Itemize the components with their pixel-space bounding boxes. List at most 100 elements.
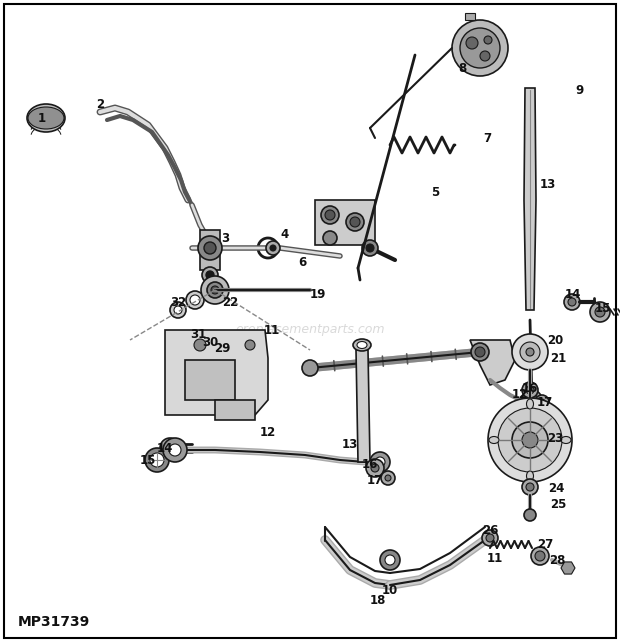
Circle shape xyxy=(170,302,186,318)
Text: 16: 16 xyxy=(522,381,538,394)
Circle shape xyxy=(371,464,379,472)
Circle shape xyxy=(145,448,169,472)
Text: 1: 1 xyxy=(38,112,46,125)
Circle shape xyxy=(482,530,498,546)
Circle shape xyxy=(169,444,181,456)
Text: 11: 11 xyxy=(264,324,280,336)
Text: 12: 12 xyxy=(512,388,528,401)
Circle shape xyxy=(590,302,610,322)
Circle shape xyxy=(526,386,534,394)
Circle shape xyxy=(522,432,538,448)
Text: 24: 24 xyxy=(548,482,564,494)
Circle shape xyxy=(206,271,214,279)
Text: 9: 9 xyxy=(576,83,584,96)
Text: 30: 30 xyxy=(202,336,218,349)
Polygon shape xyxy=(465,13,475,20)
Circle shape xyxy=(385,475,391,481)
Ellipse shape xyxy=(353,339,371,351)
Circle shape xyxy=(595,307,605,317)
Circle shape xyxy=(198,236,222,260)
Circle shape xyxy=(323,231,337,245)
Circle shape xyxy=(520,342,540,362)
Ellipse shape xyxy=(526,471,533,481)
Circle shape xyxy=(202,267,218,283)
Circle shape xyxy=(498,408,562,472)
Text: 20: 20 xyxy=(547,333,563,347)
Circle shape xyxy=(270,245,276,251)
Text: 19: 19 xyxy=(310,288,326,300)
Polygon shape xyxy=(165,330,268,415)
Circle shape xyxy=(535,551,545,561)
Circle shape xyxy=(380,550,400,570)
Circle shape xyxy=(531,547,549,565)
Circle shape xyxy=(325,210,335,220)
Text: 17: 17 xyxy=(367,474,383,487)
Polygon shape xyxy=(315,200,375,245)
Text: MP31739: MP31739 xyxy=(18,615,91,629)
Text: 21: 21 xyxy=(550,352,566,365)
Circle shape xyxy=(460,28,500,68)
Circle shape xyxy=(488,398,572,482)
Ellipse shape xyxy=(526,399,533,409)
Circle shape xyxy=(466,37,478,49)
Circle shape xyxy=(150,453,164,467)
Circle shape xyxy=(201,276,229,304)
Circle shape xyxy=(522,390,542,410)
Text: 2: 2 xyxy=(96,98,104,112)
Circle shape xyxy=(366,244,374,252)
Circle shape xyxy=(512,334,548,370)
Text: 15: 15 xyxy=(140,453,156,467)
Circle shape xyxy=(186,291,204,309)
Text: 22: 22 xyxy=(222,295,238,309)
Text: 3: 3 xyxy=(221,232,229,245)
Circle shape xyxy=(452,20,508,76)
Circle shape xyxy=(522,382,538,398)
Circle shape xyxy=(381,471,395,485)
Circle shape xyxy=(568,298,576,306)
Circle shape xyxy=(535,395,549,409)
Text: 6: 6 xyxy=(298,256,306,268)
Circle shape xyxy=(526,483,534,491)
Circle shape xyxy=(211,286,219,294)
Circle shape xyxy=(472,344,488,360)
Text: 12: 12 xyxy=(260,426,276,438)
Text: 29: 29 xyxy=(214,342,230,354)
Text: 5: 5 xyxy=(431,186,439,200)
Circle shape xyxy=(245,340,255,350)
Polygon shape xyxy=(356,350,370,462)
Circle shape xyxy=(370,452,390,472)
Circle shape xyxy=(564,294,580,310)
Circle shape xyxy=(165,443,175,453)
Polygon shape xyxy=(561,562,575,574)
Text: 27: 27 xyxy=(537,539,553,551)
Polygon shape xyxy=(200,230,220,270)
Circle shape xyxy=(321,206,339,224)
Circle shape xyxy=(190,349,206,365)
Ellipse shape xyxy=(489,437,499,444)
Polygon shape xyxy=(524,88,536,310)
Circle shape xyxy=(480,51,490,61)
Text: 31: 31 xyxy=(190,329,206,342)
Circle shape xyxy=(207,282,223,298)
Ellipse shape xyxy=(357,342,367,349)
Circle shape xyxy=(190,295,200,305)
Circle shape xyxy=(526,394,538,406)
Circle shape xyxy=(266,241,280,255)
Polygon shape xyxy=(215,400,255,420)
Circle shape xyxy=(194,339,206,351)
Text: 7: 7 xyxy=(483,132,491,144)
Polygon shape xyxy=(185,360,235,400)
Text: 15: 15 xyxy=(595,302,611,315)
Text: 14: 14 xyxy=(157,442,173,455)
Circle shape xyxy=(203,355,217,369)
Circle shape xyxy=(204,242,216,254)
Text: 25: 25 xyxy=(550,498,566,512)
Circle shape xyxy=(174,306,182,314)
Circle shape xyxy=(486,534,494,542)
Circle shape xyxy=(539,399,545,405)
Circle shape xyxy=(207,359,213,365)
Ellipse shape xyxy=(561,437,571,444)
Text: 32: 32 xyxy=(170,295,186,309)
Text: 17: 17 xyxy=(537,395,553,408)
Text: 14: 14 xyxy=(565,288,581,302)
